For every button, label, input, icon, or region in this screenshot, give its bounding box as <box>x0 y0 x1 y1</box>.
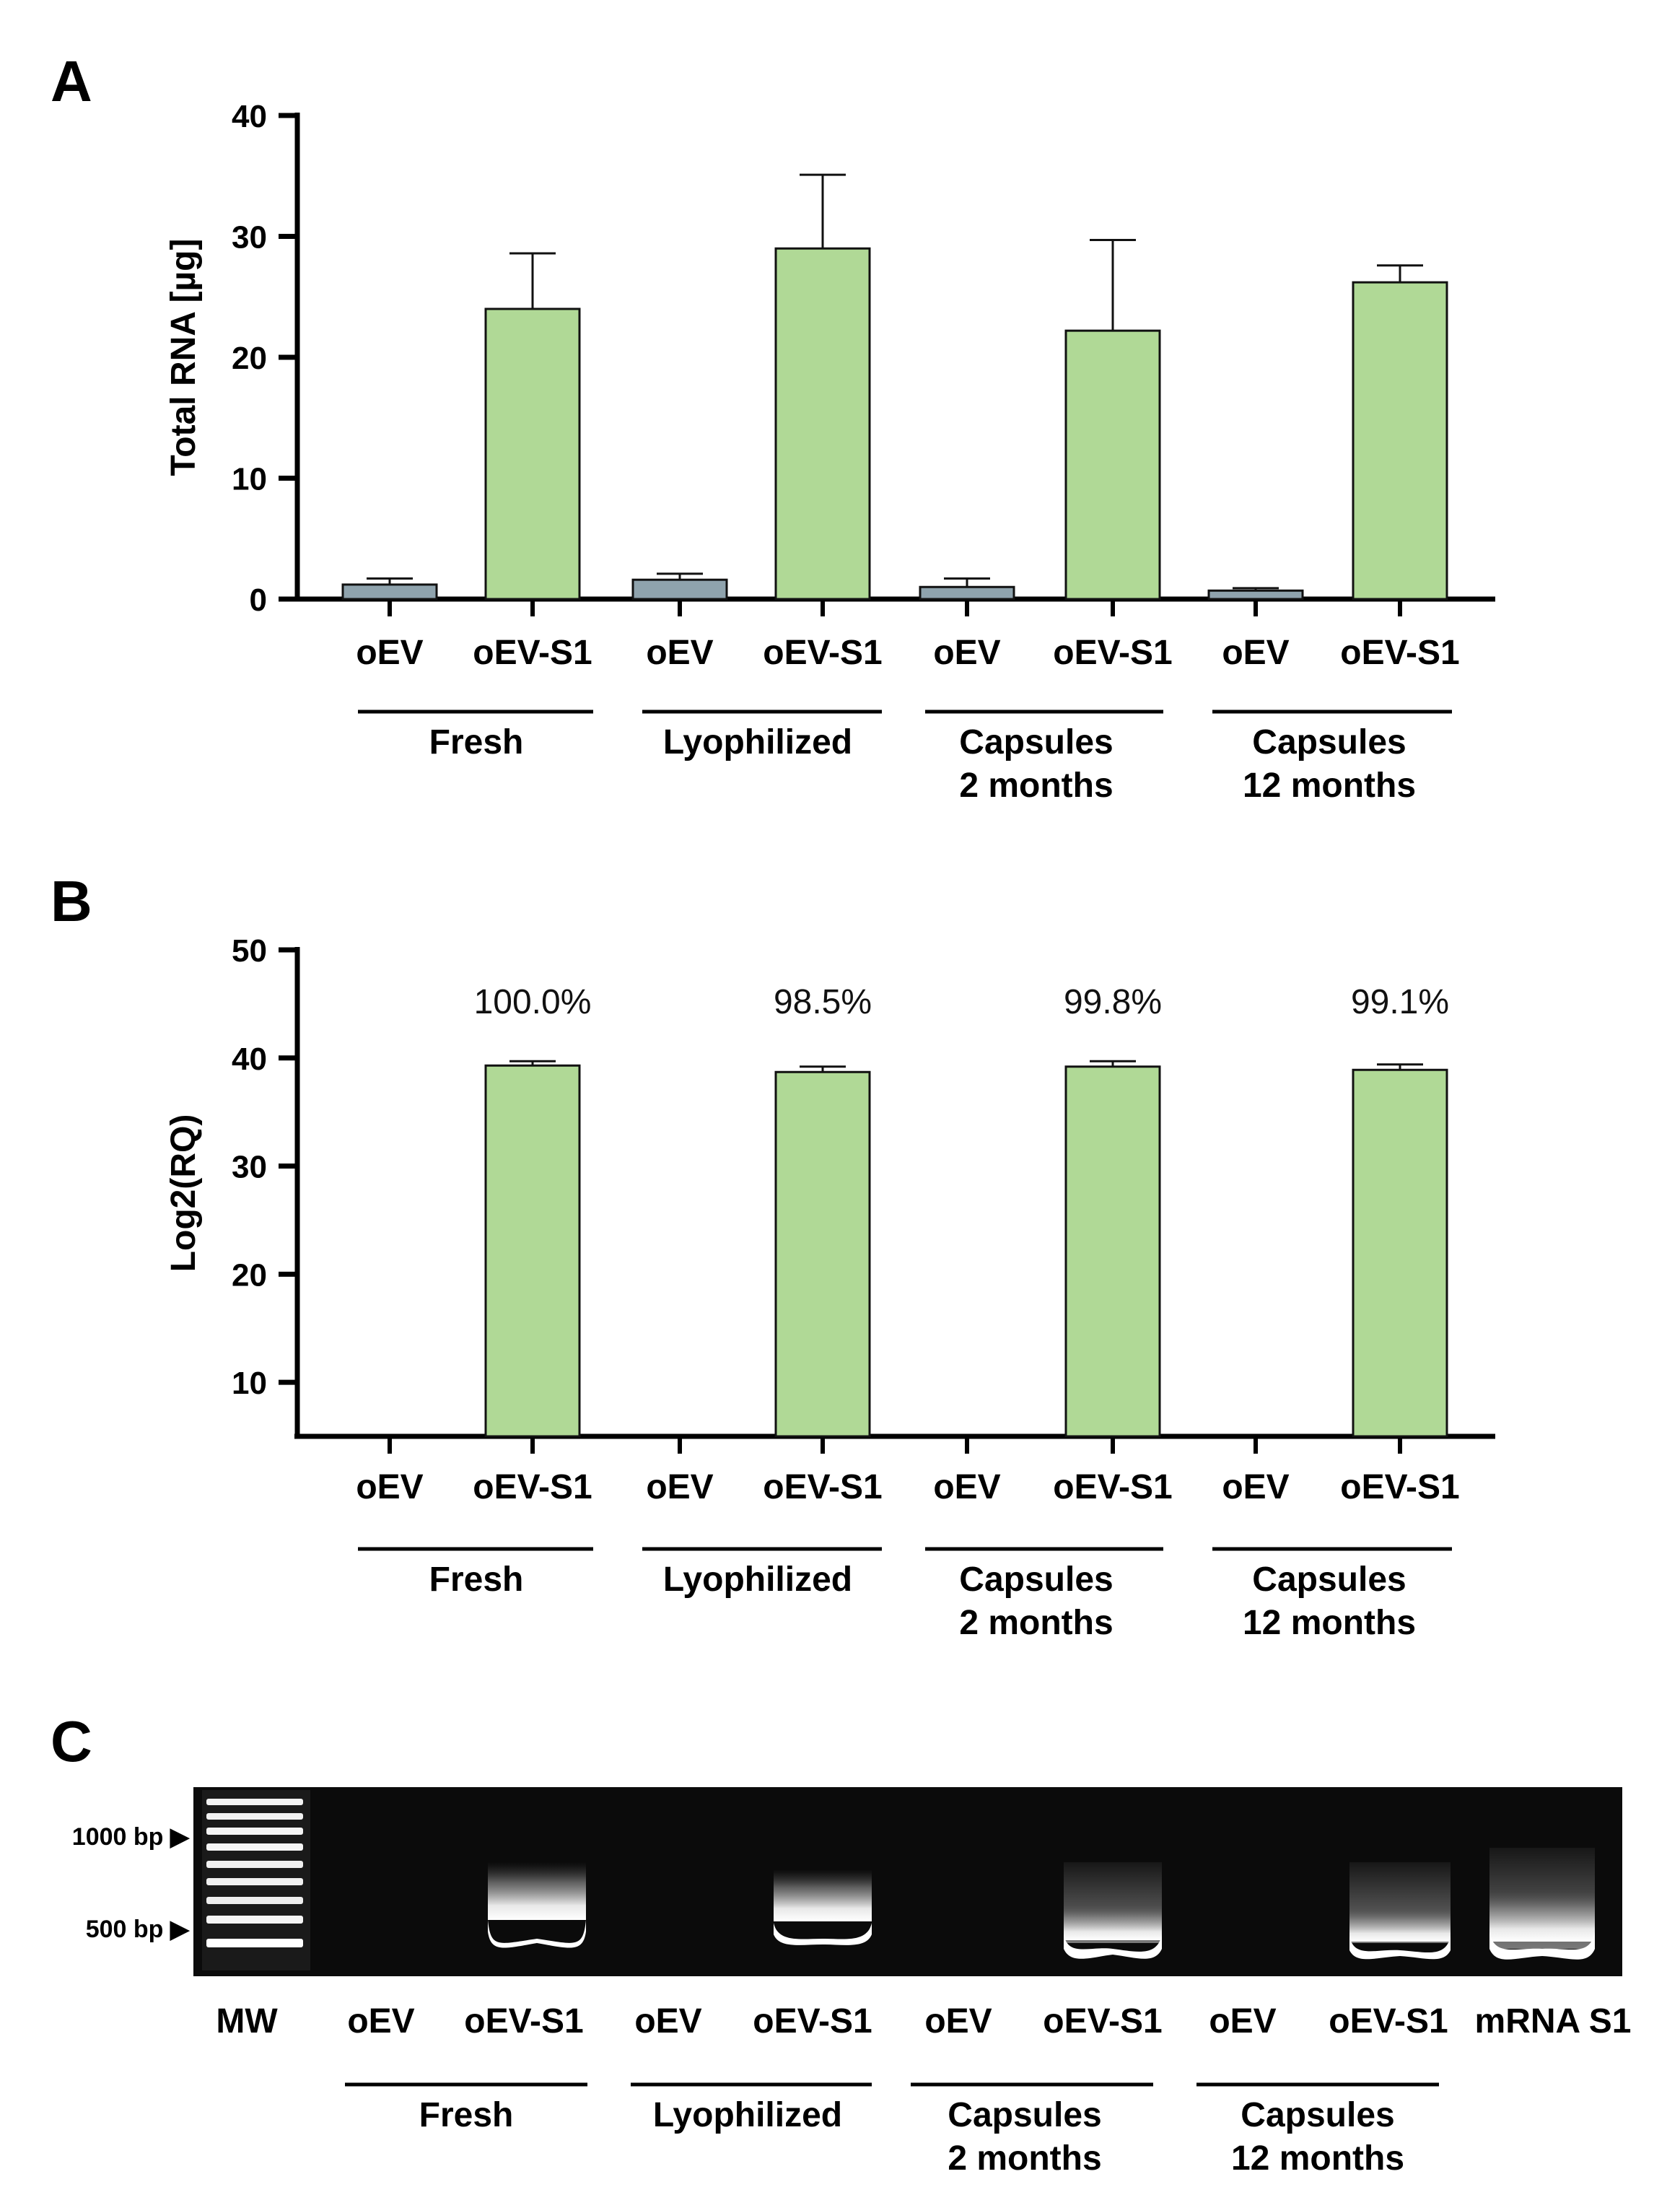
gel-group-label: Lyophilized <box>653 2096 842 2134</box>
bar-oev-s1 <box>1352 281 1448 601</box>
bar-oev <box>631 578 728 601</box>
category-label: oEV <box>933 634 1000 672</box>
category-label: oEV <box>1222 1468 1289 1506</box>
ladder-band <box>206 1897 303 1904</box>
gel-lane-label: oEV-S1 <box>753 2002 872 2040</box>
ladder-band <box>206 1799 303 1805</box>
gel-lane-labels: MW oEV oEV-S1 oEV oEV-S1 oEV oEV-S1 oEV oEV-S1 mR… <box>216 2002 1631 2178</box>
y-tick-label: 10 <box>232 1366 267 1401</box>
bar-oev-s1 <box>774 1070 871 1438</box>
chart-b-log2rq: 10 20 30 40 50 Log2(RQ) oEV oEV-S1 oEV oEV-S1 oEV o… <box>165 933 1495 1642</box>
category-label: oEV-S1 <box>473 1468 592 1506</box>
y-tick-label: 20 <box>232 1257 267 1293</box>
category-label: oEV-S1 <box>763 1468 882 1506</box>
ladder-band <box>206 1878 303 1885</box>
group-label: Capsules <box>1252 1560 1406 1599</box>
gel-band-lyophilized-oev-s1 <box>774 1869 872 1945</box>
category-label: oEV-S1 <box>473 634 592 672</box>
gel-band-capsules-12m-oev-s1 <box>1349 1862 1451 1960</box>
gel-group-label: Capsules <box>948 2096 1101 2134</box>
group-label: 12 months <box>1243 1604 1416 1642</box>
percent-annotation: 100.0% <box>474 983 592 1021</box>
bar-oev-s1 <box>484 307 581 601</box>
panel-letter-c: C <box>51 1709 92 1773</box>
gel-lane-label: oEV <box>634 2002 701 2040</box>
gel-lane-label: MW <box>216 2002 278 2040</box>
y-tick-label: 20 <box>232 341 267 376</box>
gel-lane-label: oEV <box>1209 2002 1276 2040</box>
category-label: oEV <box>646 634 713 672</box>
gel-group-label: Capsules <box>1241 2096 1394 2134</box>
gel-band-mrna-s1 <box>1489 1848 1595 1960</box>
percent-annotation: 99.8% <box>1064 983 1162 1021</box>
ladder-band <box>206 1861 303 1868</box>
category-label: oEV-S1 <box>1053 1468 1172 1506</box>
group-label: Capsules <box>959 723 1113 761</box>
bar-oev-s1 <box>1064 329 1161 601</box>
mw-ladder <box>202 1790 310 1970</box>
group-label: Fresh <box>429 723 524 761</box>
gel-lane-label: oEV-S1 <box>1043 2002 1162 2040</box>
percent-annotation: 99.1% <box>1351 983 1449 1021</box>
y-tick-label: 30 <box>232 1150 267 1185</box>
category-label: oEV <box>356 634 423 672</box>
category-label: oEV <box>1222 634 1289 672</box>
bar-oev-s1 <box>1064 1065 1161 1438</box>
gel-lane-label: oEV <box>924 2002 992 2040</box>
category-label: oEV-S1 <box>1340 634 1459 672</box>
y-axis-title: Total RNA [µg] <box>165 239 203 476</box>
y-tick-label: 30 <box>232 220 267 256</box>
bar-oev-s1 <box>1352 1068 1448 1438</box>
gel-band-fresh-oev-s1 <box>488 1862 586 1948</box>
y-tick-label: 50 <box>232 933 267 969</box>
bar-oev <box>1207 589 1304 601</box>
gel-lane-label: oEV-S1 <box>464 2002 583 2040</box>
percent-annotation: 98.5% <box>774 983 872 1021</box>
category-label: oEV <box>646 1468 713 1506</box>
category-label: oEV <box>933 1468 1000 1506</box>
category-label: oEV <box>356 1468 423 1506</box>
panel-letter-b: B <box>51 869 92 933</box>
group-label: Capsules <box>1252 723 1406 761</box>
y-axis-title: Log2(RQ) <box>165 1114 203 1273</box>
category-label: oEV-S1 <box>1053 634 1172 672</box>
ladder-band <box>206 1813 303 1820</box>
gel-lane-label: oEV-S1 <box>1329 2002 1448 2040</box>
bar-oev <box>341 583 438 601</box>
marker-1000bp: 1000 bp ▶ <box>72 1823 191 1851</box>
gel-lane-label: oEV <box>347 2002 414 2040</box>
bar-oev-s1 <box>484 1064 581 1438</box>
ladder-band <box>206 1916 303 1924</box>
category-label: oEV-S1 <box>1340 1468 1459 1506</box>
group-label: Lyophilized <box>663 723 852 761</box>
y-tick-label: 0 <box>250 582 267 618</box>
group-label: 2 months <box>959 1604 1113 1642</box>
gel-group-label: 12 months <box>1231 2139 1404 2178</box>
ladder-band <box>206 1939 303 1947</box>
group-label: 12 months <box>1243 767 1416 805</box>
marker-500bp: 500 bp ▶ <box>86 1916 191 1943</box>
group-label: 2 months <box>959 767 1113 805</box>
gel-lane-label: mRNA S1 <box>1475 2002 1632 2040</box>
category-label: oEV-S1 <box>763 634 882 672</box>
bar-oev <box>919 585 1015 601</box>
group-label: Fresh <box>429 1560 524 1599</box>
ladder-band <box>206 1843 303 1851</box>
gel-band-capsules-2m-oev-s1 <box>1064 1862 1162 1959</box>
panel-letter-a: A <box>51 49 92 113</box>
bar-oev-s1 <box>774 247 871 601</box>
gel-group-label: Fresh <box>419 2096 514 2134</box>
chart-a-total-rna: 0 10 20 30 40 Total RNA [µg] oEV oEV-S1 oEV oEV-S… <box>165 99 1495 805</box>
y-tick-label: 40 <box>232 1042 267 1077</box>
gel-group-label: 2 months <box>948 2139 1101 2178</box>
gel-electrophoresis: 1000 bp ▶ 500 bp ▶ <box>72 1787 1622 1976</box>
y-tick-label: 10 <box>232 462 267 497</box>
group-label: Lyophilized <box>663 1560 852 1599</box>
y-tick-label: 40 <box>232 99 267 134</box>
group-label: Capsules <box>959 1560 1113 1599</box>
ladder-band <box>206 1828 303 1835</box>
